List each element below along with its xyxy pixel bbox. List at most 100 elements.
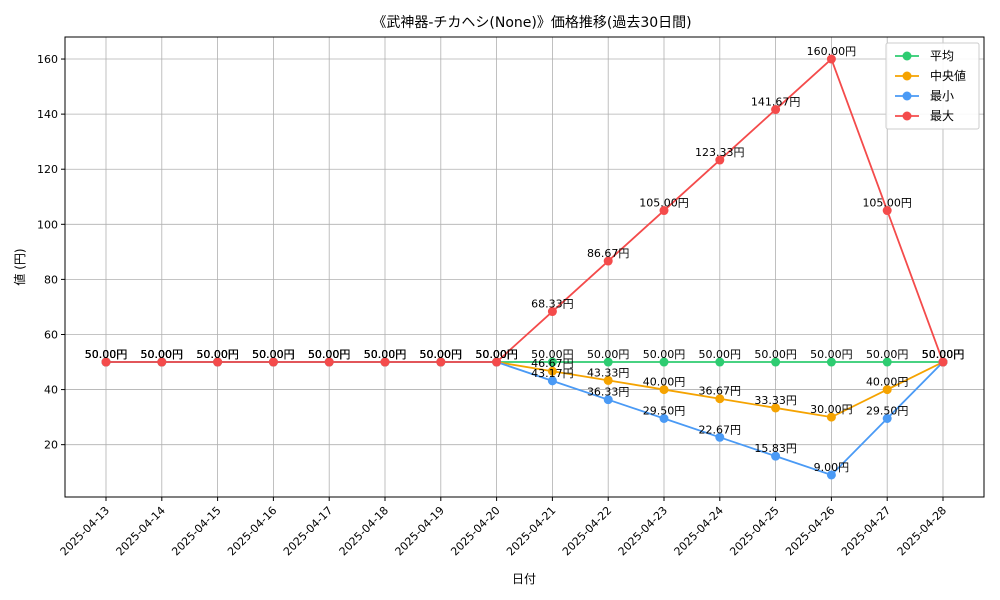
data-label: 50.00円 <box>141 348 184 361</box>
x-tick-label: 2025-04-22 <box>560 504 614 558</box>
data-label: 50.00円 <box>866 348 909 361</box>
legend-marker <box>902 91 912 101</box>
legend-marker <box>902 71 912 81</box>
x-tick-label: 2025-04-27 <box>839 504 893 558</box>
y-tick-label: 100 <box>37 218 58 231</box>
data-label: 43.33円 <box>587 366 630 379</box>
data-label: 50.00円 <box>810 348 853 361</box>
data-point <box>659 206 669 216</box>
data-point <box>938 357 948 367</box>
data-point <box>101 357 111 367</box>
data-point <box>603 395 613 405</box>
y-tick-label: 80 <box>44 273 58 286</box>
legend-marker <box>902 51 912 61</box>
data-point <box>771 357 781 367</box>
data-point <box>547 357 557 367</box>
data-label: 29.50円 <box>866 404 909 417</box>
x-tick-label: 2025-04-25 <box>727 504 781 558</box>
series-最大 <box>101 54 948 367</box>
y-tick-label: 160 <box>37 53 58 66</box>
data-label: 36.33円 <box>587 386 630 399</box>
data-point <box>380 357 390 367</box>
data-label: 50.00円 <box>196 348 239 361</box>
x-tick-label: 2025-04-15 <box>169 504 223 558</box>
data-label: 50.00円 <box>922 348 965 361</box>
y-tick-label: 140 <box>37 108 58 121</box>
data-label: 50.00円 <box>252 348 295 361</box>
data-label: 29.50円 <box>643 404 686 417</box>
series-line <box>106 361 944 476</box>
legend-box <box>885 42 980 130</box>
data-point <box>157 357 167 367</box>
data-label: 43.17円 <box>531 367 574 380</box>
data-label: 50.00円 <box>85 348 128 361</box>
data-label: 50.00円 <box>141 348 184 361</box>
axis-ticks: 2025-04-13 2025-04-14 2025-04-15 2025-04-16… <box>37 53 949 558</box>
legend-label: 最小 <box>930 89 954 103</box>
data-label: 50.00円 <box>252 348 295 361</box>
data-label: 22.67円 <box>699 423 742 436</box>
data-label: 30.00円 <box>810 403 853 416</box>
data-label: 50.00円 <box>196 348 239 361</box>
data-point <box>826 54 836 64</box>
data-point <box>826 412 836 422</box>
data-label: 50.00円 <box>308 348 351 361</box>
data-point <box>324 357 334 367</box>
data-label: 141.67円 <box>751 96 801 109</box>
data-label: 50.00円 <box>364 348 407 361</box>
data-label: 50.00円 <box>252 348 295 361</box>
x-tick-label: 2025-04-13 <box>58 504 112 558</box>
data-point <box>715 432 725 442</box>
data-label: 86.67円 <box>587 247 630 260</box>
grid <box>65 37 984 497</box>
legend-label: 最大 <box>930 109 954 123</box>
data-label: 50.00円 <box>922 348 965 361</box>
data-label: 50.00円 <box>699 348 742 361</box>
data-label: 50.00円 <box>420 348 463 361</box>
data-point <box>603 256 613 266</box>
x-tick-label: 2025-04-17 <box>281 504 335 558</box>
data-label: 50.00円 <box>475 348 518 361</box>
legend-label: 平均 <box>930 49 954 63</box>
data-point <box>882 385 892 395</box>
data-point <box>826 357 836 367</box>
data-point <box>882 413 892 423</box>
chart-title: 《武神器-チカヘシ(None)》価格推移(過去30日間) <box>372 15 691 31</box>
data-label: 36.67円 <box>699 385 742 398</box>
x-axis-label: 日付 <box>512 572 536 586</box>
y-axis-label: 値 (円) <box>12 248 27 285</box>
x-tick-label: 2025-04-16 <box>225 504 279 558</box>
data-label: 50.00円 <box>922 348 965 361</box>
data-label: 50.00円 <box>308 348 351 361</box>
data-label: 50.00円 <box>587 348 630 361</box>
data-label: 50.00円 <box>196 348 239 361</box>
data-label: 68.33円 <box>531 298 574 311</box>
x-tick-label: 2025-04-18 <box>337 504 391 558</box>
data-label: 50.00円 <box>252 348 295 361</box>
legend-label: 中央値 <box>930 68 966 83</box>
data-point <box>603 375 613 385</box>
y-tick-label: 120 <box>37 163 58 176</box>
data-point <box>659 413 669 423</box>
data-label: 50.00円 <box>420 348 463 361</box>
y-tick-label: 40 <box>44 384 58 397</box>
data-point <box>715 357 725 367</box>
data-label: 50.00円 <box>364 348 407 361</box>
data-label: 50.00円 <box>420 348 463 361</box>
data-point <box>771 105 781 115</box>
plot-frame <box>64 36 985 498</box>
data-label: 50.00円 <box>643 348 686 361</box>
data-point <box>882 357 892 367</box>
x-tick-label: 2025-04-19 <box>393 504 447 558</box>
data-point <box>436 357 446 367</box>
data-point <box>826 470 836 480</box>
data-point <box>603 357 613 367</box>
data-point <box>492 357 502 367</box>
data-label: 50.00円 <box>364 348 407 361</box>
x-tick-label: 2025-04-20 <box>448 504 502 558</box>
data-label: 9.00円 <box>814 461 850 474</box>
data-point <box>213 357 223 367</box>
series-layer <box>101 54 948 480</box>
